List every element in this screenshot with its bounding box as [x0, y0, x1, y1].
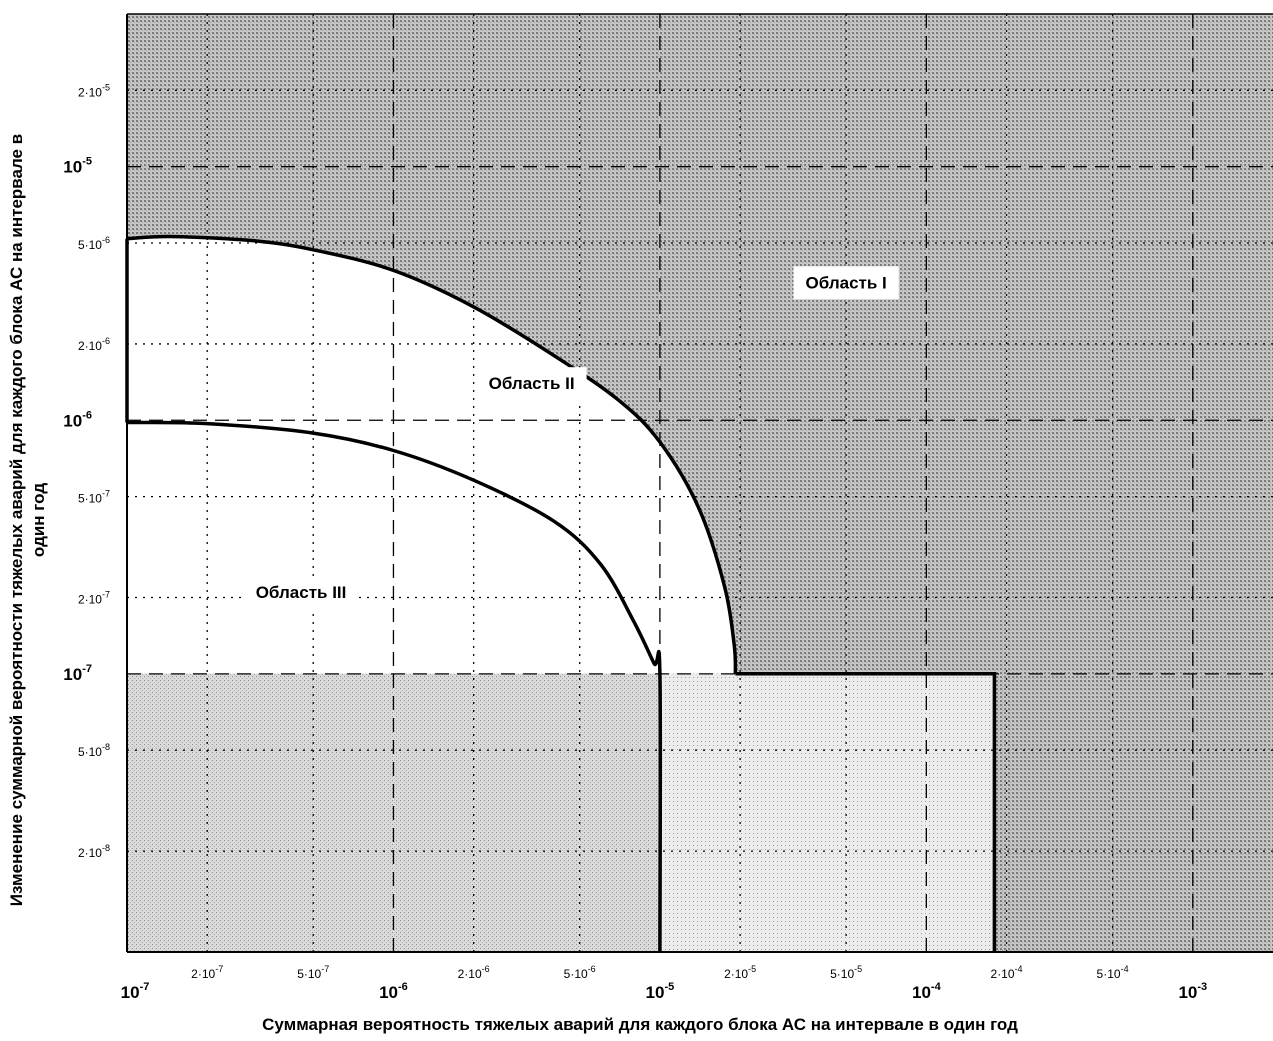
y-axis-title: Изменение суммарной вероятности тяжелых … [7, 134, 48, 906]
y-tick-label: 2·10-6 [78, 336, 110, 353]
region-lower-right-fill [659, 673, 995, 952]
x-tick-label: 2·10-6 [458, 964, 490, 981]
x-tick-label: 10-7 [121, 981, 150, 1002]
region-iii-label-group: Область III [243, 576, 359, 610]
x-tick-label: 2·10-4 [991, 964, 1023, 981]
x-tick-label: 5·10-6 [564, 964, 596, 981]
region-ii-fill [127, 236, 736, 674]
boundary-layer [125, 234, 997, 953]
y-axis-title-line-2: один год [29, 483, 48, 557]
step-boundary-line [735, 672, 997, 952]
x-axis-tick-labels: 10-7 2·10-7 5·10-7 10-6 2·10-6 5·10-6 10-5 2·10… [121, 964, 1207, 1002]
y-tick-label: 2·10-8 [78, 843, 110, 860]
x-tick-label: 10-5 [646, 981, 675, 1002]
y-tick-label: 5·10-8 [78, 742, 110, 759]
x-tick-label: 10-3 [1178, 981, 1207, 1002]
region-i-label-group: Область I [793, 266, 899, 300]
region-i-label-box [793, 266, 899, 300]
region-labels-layer: Область I Область II Область III [243, 266, 899, 610]
regions-layer [127, 14, 1273, 952]
x-tick-label: 5·10-7 [297, 964, 329, 981]
x-tick-label: 5·10-4 [1097, 964, 1129, 981]
x-axis-title: Суммарная вероятность тяжелых аварий для… [262, 1015, 1018, 1034]
region-i-label: Область I [806, 273, 887, 292]
region-iii-label-box [243, 576, 359, 610]
outer-boundary-curve [126, 234, 738, 674]
region-ii-label-box [476, 367, 587, 401]
x-tick-label: 2·10-7 [191, 964, 223, 981]
x-tick-label: 10-6 [379, 981, 408, 1002]
x-tick-label: 5·10-5 [830, 964, 862, 981]
grid-layer [126, 13, 1273, 953]
region-iii-label: Область III [256, 583, 347, 602]
y-axis-tick-labels: 2·10-5 10-5 5·10-6 2·10-6 10-6 5·10-7 2·10-7 10… [63, 82, 110, 860]
y-tick-label: 10-5 [63, 156, 92, 177]
x-tick-label: 2·10-5 [724, 964, 756, 981]
x-tick-label: 10-4 [912, 981, 942, 1002]
y-tick-label: 10-6 [63, 409, 92, 430]
region-ii-label: Область II [489, 374, 575, 393]
y-tick-label: 5·10-6 [78, 235, 110, 252]
y-axis-title-line-1: Изменение суммарной вероятности тяжелых … [7, 134, 26, 906]
y-tick-label: 2·10-5 [78, 82, 110, 99]
inner-boundary-curve [126, 420, 663, 953]
y-tick-label: 5·10-7 [78, 489, 110, 506]
region-ii-label-group: Область II [476, 367, 587, 401]
y-tick-label: 2·10-7 [78, 590, 110, 607]
y-tick-label: 10-7 [63, 663, 92, 684]
